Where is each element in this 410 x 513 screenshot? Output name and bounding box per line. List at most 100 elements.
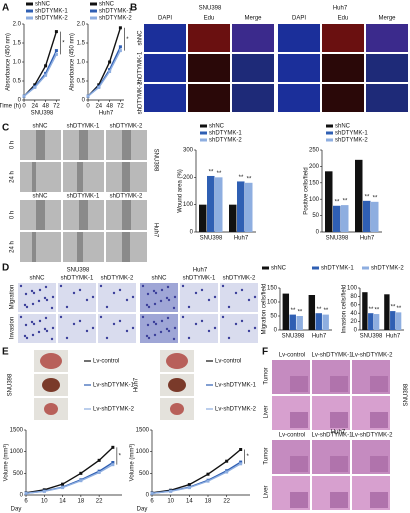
micrograph bbox=[144, 24, 186, 52]
significance: ** bbox=[291, 308, 296, 314]
row-label: Tumor bbox=[264, 367, 270, 384]
bar bbox=[390, 311, 396, 330]
y-tick-label: 80 bbox=[350, 294, 357, 300]
cell-dot bbox=[43, 327, 47, 331]
significance: * bbox=[119, 454, 122, 460]
cell-dot bbox=[145, 334, 149, 338]
point bbox=[108, 70, 112, 73]
cell-dot bbox=[181, 315, 185, 319]
bar bbox=[229, 204, 237, 232]
x-axis-label: Day bbox=[137, 507, 148, 513]
column-label: Merge bbox=[244, 16, 262, 22]
y-tick-label: 1500 bbox=[136, 428, 150, 434]
wound-gap bbox=[122, 232, 130, 262]
cell-dot bbox=[25, 336, 29, 340]
x-tick-label: 0 bbox=[22, 104, 26, 110]
micrograph bbox=[322, 84, 364, 112]
cell-dot bbox=[247, 329, 251, 333]
significance: ** bbox=[369, 307, 374, 313]
y-tick-label: 200 bbox=[309, 164, 320, 170]
wound-image bbox=[20, 232, 61, 262]
legend-label: Lv-control bbox=[215, 359, 241, 365]
cell-dot bbox=[91, 295, 95, 299]
cell-dot bbox=[59, 284, 63, 288]
column-label: shDTYMK-1 bbox=[67, 124, 100, 130]
micrograph bbox=[232, 24, 274, 52]
transwell-image bbox=[98, 283, 136, 312]
cell-dot bbox=[23, 334, 27, 338]
cell-dot bbox=[131, 295, 135, 299]
cell-dot bbox=[91, 326, 95, 330]
x-tick-label: Huh7 bbox=[360, 236, 375, 242]
point bbox=[150, 491, 154, 495]
point bbox=[61, 482, 65, 486]
significance: ** bbox=[391, 305, 396, 311]
x-tick-label: 24 bbox=[95, 104, 102, 110]
legend-label: Lv-control bbox=[93, 359, 119, 365]
point bbox=[169, 489, 173, 493]
cell-dot bbox=[45, 298, 49, 302]
column-label: shDTYMK-1 bbox=[183, 276, 216, 282]
cell-dot bbox=[160, 319, 164, 323]
bar bbox=[207, 175, 215, 232]
header: SNU398 bbox=[67, 268, 90, 274]
inset bbox=[330, 456, 348, 472]
legend-label: shDTYMK-1 bbox=[209, 131, 242, 137]
x-tick-label: Huh7 bbox=[312, 334, 327, 340]
bar bbox=[333, 205, 341, 232]
y-tick-label: 250 bbox=[309, 148, 320, 154]
cell-dot bbox=[44, 285, 48, 289]
cell-dot bbox=[165, 327, 169, 331]
point bbox=[54, 52, 58, 56]
cell-dot bbox=[167, 298, 171, 302]
cell-dot bbox=[240, 319, 244, 323]
point bbox=[42, 489, 46, 493]
inset bbox=[330, 376, 348, 392]
row-label: Liver bbox=[264, 405, 270, 418]
cell-dot bbox=[99, 284, 103, 288]
cell-dot bbox=[152, 289, 156, 293]
column-label: Edu bbox=[338, 16, 349, 22]
cell-dot bbox=[159, 330, 163, 334]
y-tick-label: 200 bbox=[183, 175, 194, 181]
bar bbox=[296, 316, 303, 330]
cell-dot bbox=[167, 329, 171, 333]
point bbox=[24, 491, 28, 495]
bar bbox=[368, 313, 374, 330]
side-label: SNU398 bbox=[152, 149, 158, 172]
bar bbox=[245, 182, 253, 232]
cell-dot bbox=[24, 323, 28, 327]
point bbox=[108, 68, 112, 72]
point bbox=[79, 471, 83, 475]
cell-dot bbox=[45, 329, 49, 333]
side-label: SNU398 bbox=[404, 383, 410, 406]
micrograph bbox=[232, 54, 274, 82]
bar bbox=[371, 201, 379, 232]
series-line bbox=[23, 31, 58, 97]
significance: ** bbox=[317, 307, 322, 313]
micrograph bbox=[144, 84, 186, 112]
x-axis-label: Day bbox=[11, 507, 22, 513]
micrograph bbox=[188, 84, 230, 112]
cell-dot bbox=[65, 305, 69, 309]
series-line bbox=[25, 464, 114, 494]
legend-label: shDTYMK-1 bbox=[335, 131, 368, 137]
y-tick-label: 0 bbox=[274, 328, 278, 334]
transwell-image bbox=[18, 283, 56, 312]
wound-gap bbox=[77, 162, 83, 192]
bar bbox=[289, 314, 296, 330]
point bbox=[44, 64, 48, 68]
row-label: shNC bbox=[138, 30, 144, 46]
cell-dot bbox=[147, 336, 151, 340]
y-axis-label: Absorbance (450 nm) bbox=[6, 33, 12, 91]
y-tick-label: 100 bbox=[267, 300, 278, 306]
cell-dot bbox=[19, 315, 23, 319]
point bbox=[44, 73, 48, 77]
significance: ** bbox=[365, 194, 370, 200]
cell-dot bbox=[234, 322, 238, 326]
y-tick-label: 1.0 bbox=[13, 60, 22, 66]
wound-gap bbox=[122, 162, 130, 192]
cell-dot bbox=[65, 336, 69, 340]
legend-label: Lv-shDTYMK-1 bbox=[93, 383, 135, 389]
cell-dot bbox=[200, 288, 204, 292]
